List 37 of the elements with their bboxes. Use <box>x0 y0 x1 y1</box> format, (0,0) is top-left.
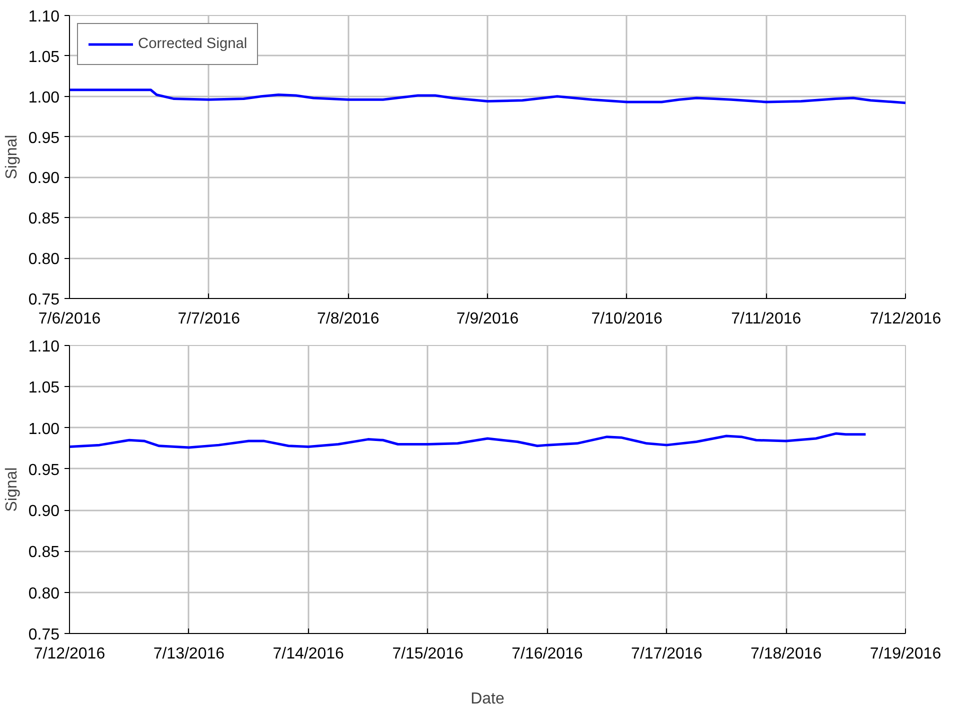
y-tick-label: 1.10 <box>28 8 60 26</box>
x-axis-title: Date <box>470 690 504 708</box>
line-series <box>70 432 867 449</box>
y-tick-label: 0.90 <box>28 170 60 188</box>
x-tick-label: 7/10/2016 <box>591 310 663 328</box>
y-tick-label: 1.05 <box>28 380 60 397</box>
y-tick-label: 0.85 <box>28 210 60 228</box>
y-tick-label: 1.00 <box>28 420 60 438</box>
y-tick-label: 0.85 <box>28 544 60 562</box>
y-tick-label: 0.75 <box>28 292 60 308</box>
y-tick-label: 0.95 <box>28 130 60 147</box>
x-tick-label: 7/12/2016 <box>870 310 942 328</box>
x-tick-label: 7/6/2016 <box>38 310 101 328</box>
legend-label: Corrected Signal <box>138 36 248 52</box>
y-axis-title: Signal <box>3 467 20 512</box>
x-tick-label: 7/17/2016 <box>631 646 702 662</box>
x-tick-label: 7/19/2016 <box>870 646 942 662</box>
x-tick-label: 7/18/2016 <box>750 646 822 662</box>
x-tick-label: 7/16/2016 <box>512 646 583 662</box>
x-tick-label: 7/7/2016 <box>178 310 240 328</box>
x-tick-label: 7/8/2016 <box>317 310 380 328</box>
y-tick-label: 1.00 <box>28 89 60 106</box>
y-tick-label: 0.80 <box>28 251 60 268</box>
x-tick-label: 7/14/2016 <box>272 646 344 662</box>
x-tick-label: 7/12/2016 <box>34 646 106 662</box>
x-tick-label: 7/9/2016 <box>456 310 519 328</box>
y-tick-label: 0.80 <box>28 585 60 602</box>
y-tick-label: 1.10 <box>28 338 60 356</box>
y-tick-label: 0.90 <box>28 503 60 520</box>
y-tick-label: 0.75 <box>28 626 60 644</box>
y-tick-label: 0.95 <box>28 462 60 479</box>
x-tick-label: 7/15/2016 <box>392 646 464 662</box>
x-tick-label: 7/13/2016 <box>153 646 225 662</box>
y-axis-title: Signal <box>3 134 20 180</box>
line-series <box>70 88 906 104</box>
x-tick-label: 7/11/2016 <box>731 310 802 328</box>
y-tick-label: 1.05 <box>28 48 60 66</box>
